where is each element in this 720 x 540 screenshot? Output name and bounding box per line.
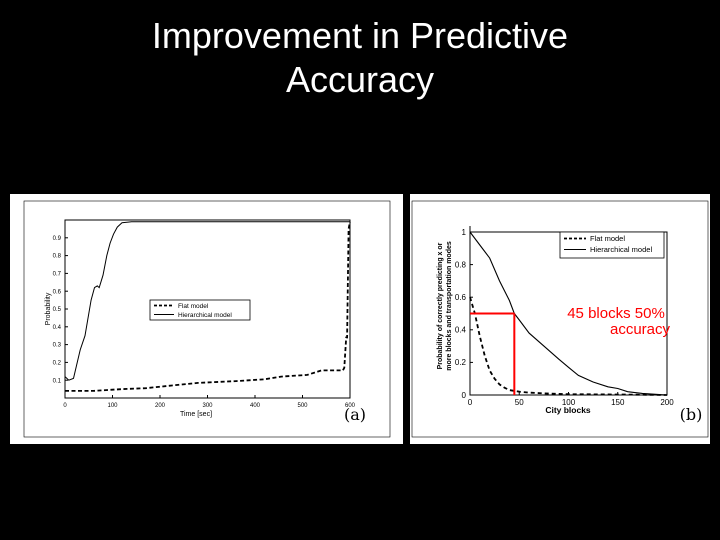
chart-a-y-tick-label: 0.8 (53, 254, 62, 260)
chart-a-series-flat-model (65, 221, 351, 392)
chart-b-legend-label: Hierarchical model (590, 245, 652, 254)
chart-b-x-tick-label: 0 (468, 398, 473, 407)
chart-b-legend-box (559, 231, 665, 259)
chart-b-x-tick-label: 100 (562, 398, 576, 407)
chart-a-y-tick-label: 0.1 (53, 378, 62, 384)
chart-a-panel-label: (a) (344, 405, 366, 424)
chart-a-legend-label: Hierarchical model (178, 312, 232, 319)
chart-a-x-tick-label: 600 (345, 403, 356, 409)
chart-a-x-tick-label: 0 (63, 403, 67, 409)
chart-a-y-tick-label: 0.3 (53, 343, 62, 349)
chart-a-x-tick-label: 400 (250, 403, 261, 409)
chart-a-y-tick-label: 0.5 (53, 307, 62, 313)
chart-a-y-tick-label: 0.2 (53, 361, 62, 367)
chart-b-y-tick-label: 0.6 (455, 293, 467, 302)
chart-b-series-flat-model (469, 296, 668, 396)
chart-b-y-axis-title-line-2: more blocks and transportation modes (446, 241, 453, 371)
chart-a-y-tick-label: 0.6 (53, 289, 62, 295)
chart-a-svg: 0 100 200 300 400 500 600 0.1 0.2 0.3 0.4 0.5 0.6 0.7… (23, 200, 391, 438)
chart-a-y-tick-label: 0.7 (53, 272, 62, 278)
chart-a-legend-label: Flat model (178, 303, 209, 310)
slide-title-line-2: Accuracy (285, 59, 435, 100)
chart-a-outer-border (23, 200, 391, 438)
slide-title-line-1: Improvement in Predictive (151, 15, 569, 56)
chart-b-x-tick-label: 150 (611, 398, 625, 407)
chart-a-legend-box (149, 299, 251, 321)
chart-b-x-tick-label: 50 (515, 398, 524, 407)
chart-b-series-hierarchical-model (469, 231, 668, 396)
chart-b-x-axis-title: City blocks (545, 405, 591, 415)
chart-a-x-tick-label: 100 (107, 403, 118, 409)
chart-a-x-tick-label: 200 (155, 403, 166, 409)
chart-a-x-axis-title: Time [sec] (180, 411, 212, 418)
chart-b-y-tick-label: 1 (462, 228, 467, 237)
chart-a-x-tick-label: 300 (202, 403, 213, 409)
chart-b-outer-border (411, 200, 709, 438)
chart-a-y-tick-label: 0.9 (53, 236, 62, 242)
chart-b-x-tick-label: 200 (660, 398, 674, 407)
chart-b-svg: 0 50 100 150 200 0 0.2 0.4 0.6 0.8 1 City blocks Pro… (411, 200, 709, 438)
chart-panel-b: 0 50 100 150 200 0 0.2 0.4 0.6 0.8 1 City blocks Pro… (410, 194, 710, 444)
slide-title: Improvement in Predictive Accuracy (0, 14, 720, 102)
chart-a-x-tick-label: 500 (297, 403, 308, 409)
chart-b-y-tick-label: 0 (462, 391, 467, 400)
chart-panel-a: 0 100 200 300 400 500 600 0.1 0.2 0.3 0.4 0.5 0.6 0.7… (10, 194, 403, 444)
chart-a-y-tick-label: 0.4 (53, 325, 62, 331)
chart-b-y-axis-title-line-1: Probability of correctly predicting x or (437, 242, 444, 369)
chart-b-y-tick-label: 0.2 (455, 358, 467, 367)
chart-b-annotation-text-line-1: 45 blocks 50% (567, 305, 665, 322)
chart-a-series-hierarchical-model (64, 221, 350, 381)
chart-b-legend-label: Flat model (590, 234, 625, 243)
chart-b-y-tick-label: 0.4 (455, 326, 467, 335)
chart-b-panel-label: (b) (680, 405, 703, 424)
chart-b-annotation-text-line-2: accuracy (610, 321, 671, 338)
chart-b-y-tick-label: 0.8 (455, 260, 467, 269)
chart-a-y-axis-title: Probability (45, 292, 52, 325)
